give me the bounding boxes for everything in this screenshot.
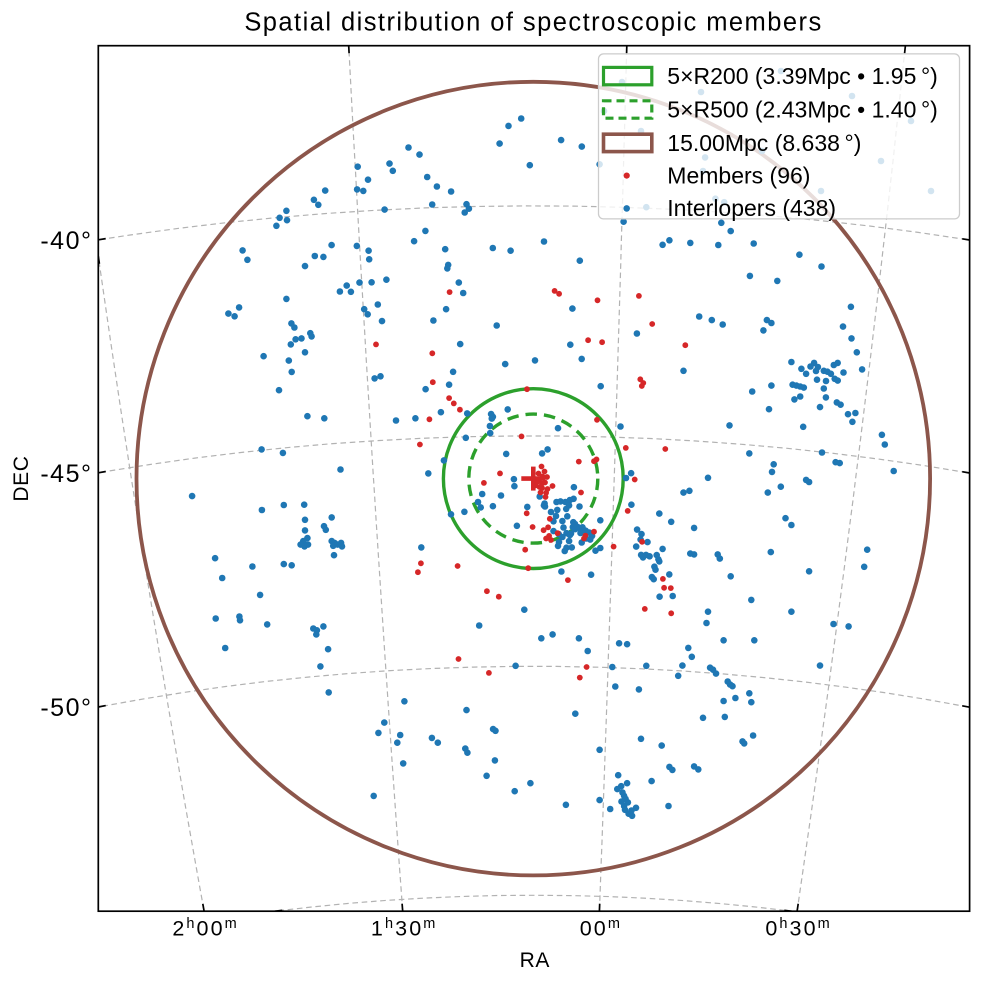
svg-text:5×R500 (2.43Mpc • 1.40 °): 5×R500 (2.43Mpc • 1.40 °) (667, 97, 938, 123)
svg-text:-45°: -45° (40, 460, 92, 488)
svg-text:RA: RA (520, 949, 550, 972)
svg-text:-50°: -50° (40, 694, 92, 722)
svg-text:Interlopers (438): Interlopers (438) (667, 195, 836, 221)
svg-text:Spatial distribution of spectr: Spatial distribution of spectroscopic me… (244, 9, 822, 37)
svg-text:15.00Mpc (8.638 °): 15.00Mpc (8.638 °) (667, 130, 861, 156)
svg-text:-40°: -40° (40, 227, 92, 255)
svg-text:DEC: DEC (10, 456, 33, 502)
svg-text:5×R200 (3.39Mpc • 1.95 °): 5×R200 (3.39Mpc • 1.95 °) (667, 63, 938, 89)
svg-text:Members (96): Members (96) (667, 162, 810, 188)
